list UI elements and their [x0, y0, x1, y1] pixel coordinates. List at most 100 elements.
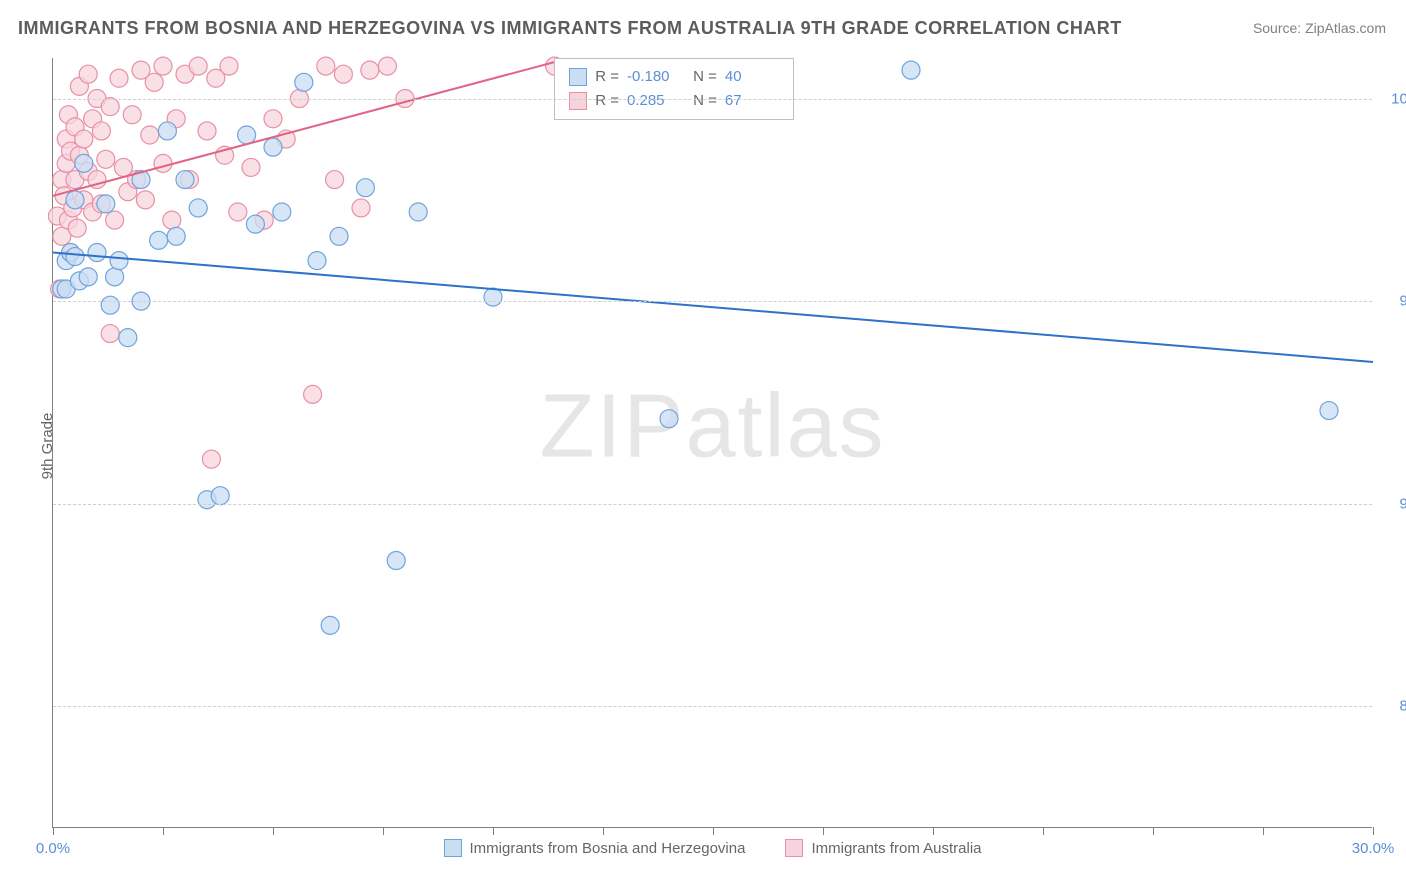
scatter-point	[97, 195, 115, 213]
legend-r-value: 0.285	[627, 89, 681, 113]
x-tick	[823, 827, 824, 835]
scatter-point	[198, 122, 216, 140]
scatter-point	[75, 130, 93, 148]
scatter-point	[110, 252, 128, 270]
gridline	[53, 504, 1372, 505]
scatter-point	[66, 248, 84, 266]
scatter-point	[97, 150, 115, 168]
scatter-point	[361, 61, 379, 79]
scatter-point	[238, 126, 256, 144]
x-tick	[603, 827, 604, 835]
scatter-point	[902, 61, 920, 79]
plot-area: ZIPatlas R =-0.180 N =40R =0.285 N =67 I…	[52, 58, 1372, 828]
scatter-point	[484, 288, 502, 306]
scatter-point	[119, 329, 137, 347]
y-tick-label: 100.0%	[1382, 90, 1406, 107]
scatter-point	[110, 69, 128, 87]
scatter-point	[321, 616, 339, 634]
scatter-point	[176, 171, 194, 189]
x-tick	[933, 827, 934, 835]
scatter-point	[304, 385, 322, 403]
legend-swatch	[569, 68, 587, 86]
legend-swatch	[785, 839, 803, 857]
y-tick-label: 95.0%	[1382, 293, 1406, 310]
scatter-point	[158, 122, 176, 140]
scatter-point	[79, 268, 97, 286]
legend-correlation: R = -0.180 N = 40 R = 0.285 N = 67	[554, 58, 794, 120]
scatter-point	[123, 106, 141, 124]
scatter-point	[79, 65, 97, 83]
legend-series-label: Immigrants from Bosnia and Herzegovina	[469, 840, 745, 857]
legend-swatch	[569, 92, 587, 110]
x-tick-label: 30.0%	[1352, 840, 1395, 857]
x-tick	[273, 827, 274, 835]
scatter-point	[330, 227, 348, 245]
scatter-point	[141, 126, 159, 144]
scatter-point	[88, 244, 106, 262]
legend-n-value: 67	[725, 89, 779, 113]
x-tick	[1263, 827, 1264, 835]
scatter-point	[317, 57, 335, 75]
x-tick	[1373, 827, 1374, 835]
legend-row: R = 0.285 N = 67	[569, 89, 779, 113]
trend-line	[53, 253, 1373, 362]
scatter-point	[264, 110, 282, 128]
scatter-point	[68, 219, 86, 237]
legend-n-label: N =	[689, 89, 717, 113]
x-tick-label: 0.0%	[36, 840, 70, 857]
scatter-point	[154, 154, 172, 172]
scatter-point	[356, 179, 374, 197]
scatter-point	[326, 171, 344, 189]
legend-series-item: Immigrants from Australia	[785, 839, 981, 857]
scatter-point	[75, 154, 93, 172]
scatter-point	[242, 158, 260, 176]
x-tick	[163, 827, 164, 835]
legend-n-value: 40	[725, 65, 779, 89]
legend-r-label: R =	[595, 65, 619, 89]
x-tick	[383, 827, 384, 835]
scatter-point	[1320, 402, 1338, 420]
scatter-point	[163, 211, 181, 229]
scatter-point	[154, 57, 172, 75]
legend-n-label: N =	[689, 65, 717, 89]
scatter-point	[66, 191, 84, 209]
scatter-point	[387, 552, 405, 570]
x-tick	[1043, 827, 1044, 835]
gridline	[53, 301, 1372, 302]
scatter-point	[211, 487, 229, 505]
scatter-point	[101, 98, 119, 116]
legend-r-value: -0.180	[627, 65, 681, 89]
scatter-point	[145, 73, 163, 91]
x-tick	[53, 827, 54, 835]
scatter-point	[189, 199, 207, 217]
y-tick-label: 90.0%	[1382, 495, 1406, 512]
scatter-point	[378, 57, 396, 75]
scatter-point	[202, 450, 220, 468]
scatter-point	[106, 211, 124, 229]
scatter-point	[106, 268, 124, 286]
scatter-point	[136, 191, 154, 209]
chart-svg	[53, 58, 1372, 827]
scatter-point	[295, 73, 313, 91]
scatter-point	[101, 296, 119, 314]
scatter-point	[352, 199, 370, 217]
legend-row: R = -0.180 N = 40	[569, 65, 779, 89]
scatter-point	[150, 231, 168, 249]
legend-r-label: R =	[595, 89, 619, 113]
gridline	[53, 99, 1372, 100]
scatter-point	[334, 65, 352, 83]
scatter-point	[229, 203, 247, 221]
scatter-point	[264, 138, 282, 156]
scatter-point	[167, 227, 185, 245]
chart-title: IMMIGRANTS FROM BOSNIA AND HERZEGOVINA V…	[18, 18, 1122, 39]
x-tick	[713, 827, 714, 835]
scatter-point	[246, 215, 264, 233]
scatter-point	[92, 122, 110, 140]
x-tick	[1153, 827, 1154, 835]
legend-series-label: Immigrants from Australia	[811, 840, 981, 857]
source-label: Source: ZipAtlas.com	[1253, 20, 1386, 36]
scatter-point	[101, 325, 119, 343]
scatter-point	[660, 410, 678, 428]
scatter-point	[273, 203, 291, 221]
gridline	[53, 706, 1372, 707]
